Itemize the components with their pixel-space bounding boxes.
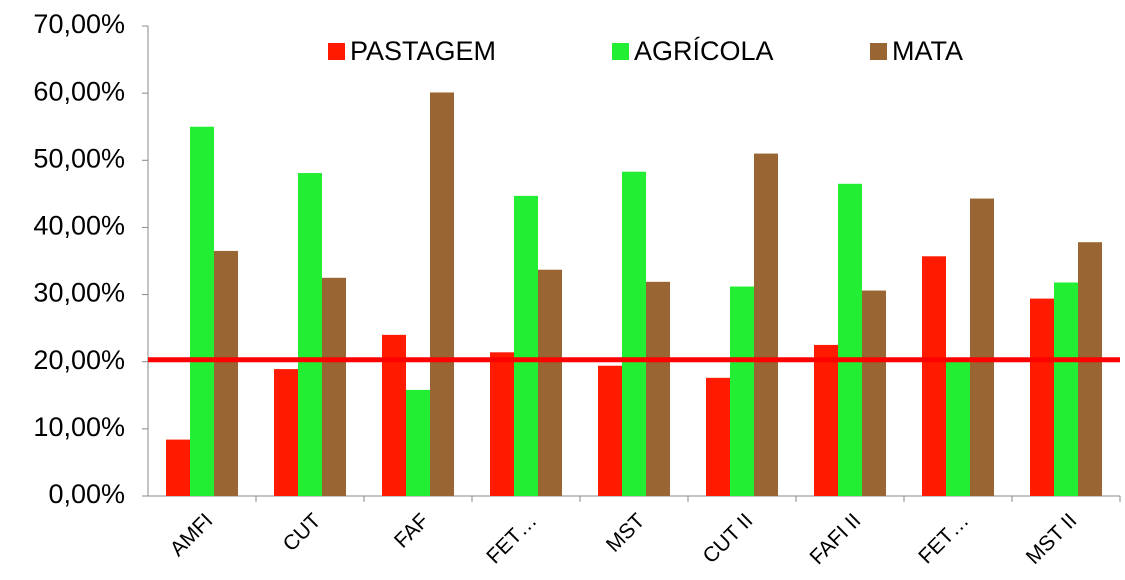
y-tick-label: 60,00%	[33, 76, 125, 106]
y-tick-label: 40,00%	[33, 211, 125, 241]
x-tick-label: CUT II	[699, 509, 758, 568]
legend-swatch	[870, 43, 887, 60]
bar	[514, 195, 538, 496]
x-tick-label: MST II	[1022, 509, 1082, 569]
bar	[1054, 282, 1078, 496]
bar	[322, 277, 346, 496]
bar	[754, 153, 778, 497]
legend-label: MATA	[892, 36, 963, 66]
bar	[1030, 298, 1054, 496]
y-tick-label: 20,00%	[33, 345, 125, 375]
bar	[430, 92, 454, 496]
bar	[946, 361, 970, 496]
bar	[298, 173, 322, 497]
bar	[814, 344, 838, 496]
bar	[970, 198, 994, 497]
x-tick-label: FET…	[482, 509, 541, 568]
bar	[190, 126, 214, 496]
x-tick-label: AMFI	[166, 509, 218, 561]
legend-label: PASTAGEM	[350, 36, 496, 66]
y-tick-label: 30,00%	[33, 278, 125, 308]
y-tick-label: 50,00%	[33, 143, 125, 173]
bar	[490, 352, 514, 496]
x-tick-label: MST	[602, 509, 650, 557]
legend-label: AGRÍCOLA	[634, 36, 774, 66]
bar	[214, 250, 238, 496]
bar	[598, 365, 622, 496]
y-tick-label: 0,00%	[48, 479, 125, 509]
bar	[838, 183, 862, 497]
x-tick-label: FAF	[390, 509, 433, 552]
y-tick-label: 10,00%	[33, 412, 125, 442]
bar	[622, 171, 646, 496]
bar	[862, 290, 886, 496]
bar	[730, 286, 754, 496]
x-tick-label: CUT	[279, 509, 326, 556]
bar	[1078, 242, 1102, 496]
x-tick-label: FAFI II	[805, 509, 865, 569]
bar	[646, 281, 670, 496]
bar	[166, 439, 190, 496]
x-tick-label: FET…	[914, 509, 973, 568]
bar	[706, 377, 730, 496]
bar	[922, 256, 946, 496]
legend-swatch	[328, 43, 345, 60]
bar	[538, 269, 562, 496]
legend-swatch	[612, 43, 629, 60]
bar	[406, 389, 430, 496]
y-tick-label: 70,00%	[33, 9, 125, 39]
bar	[274, 369, 298, 496]
